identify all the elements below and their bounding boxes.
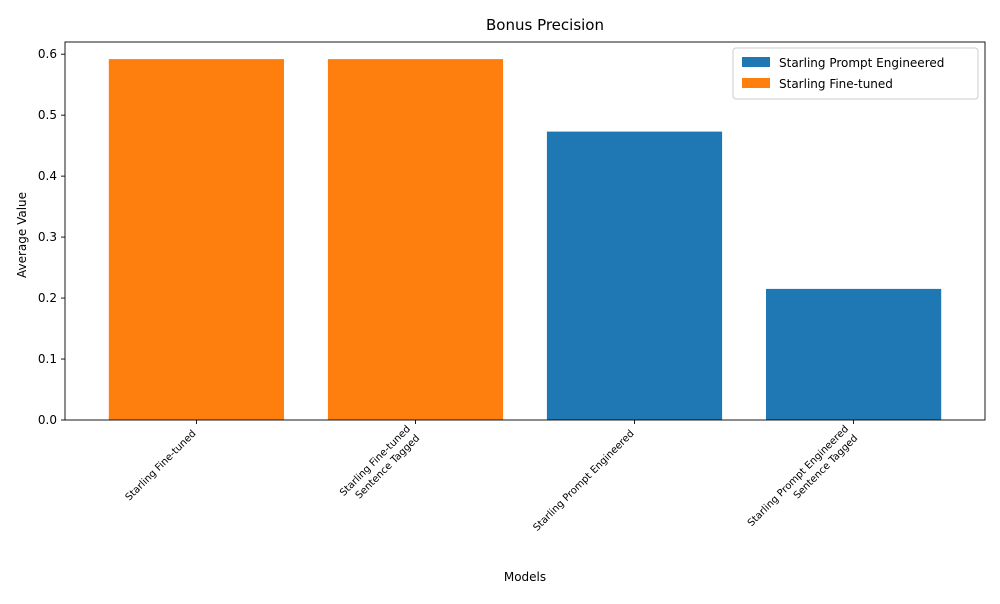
bars-layer: [108, 59, 942, 420]
x-tick-label-line: Starling Fine-tuned: [338, 424, 413, 499]
chart-title: Bonus Precision: [486, 16, 604, 34]
x-tick-label: Starling Prompt EngineeredSentence Tagge…: [746, 424, 860, 538]
legend-box: [732, 47, 979, 100]
x-ticks: Starling Fine-tuned Starling Fine-tunedSe…: [124, 420, 860, 538]
y-ticks: 0.0 0.1 0.2 0.3 0.4 0.5 0.6: [38, 47, 65, 427]
bar: [108, 59, 284, 420]
x-tick-label-line: Starling Prompt Engineered: [531, 428, 636, 533]
x-tick-label-line: Starling Prompt Engineered: [746, 424, 851, 529]
x-axis-label: Models: [504, 570, 546, 584]
bar: [766, 288, 942, 420]
legend-label: Starling Prompt Engineered: [779, 56, 944, 70]
legend-swatch: [742, 57, 770, 67]
y-tick-label: 0.3: [38, 230, 57, 244]
y-tick-label: 0.2: [38, 291, 57, 305]
axes-layer: [64, 41, 986, 421]
y-tick-label: 0.0: [38, 413, 57, 427]
y-axis-label: Average Value: [15, 192, 29, 278]
plot-frame: [64, 41, 986, 421]
x-tick-label-line: Starling Fine-tuned: [124, 428, 199, 503]
legend: Starling Prompt Engineered Starling Fine-…: [732, 47, 979, 100]
bar: [327, 59, 504, 420]
y-tick-label: 0.6: [38, 47, 57, 61]
x-tick-label: Starling Fine-tuned: [124, 428, 199, 503]
legend-label: Starling Fine-tuned: [779, 77, 893, 91]
y-tick-label: 0.4: [38, 169, 57, 183]
legend-swatch: [742, 78, 770, 88]
y-tick-label: 0.1: [38, 352, 57, 366]
y-tick-label: 0.5: [38, 108, 57, 122]
x-tick-label: Starling Prompt Engineered: [531, 428, 636, 533]
bar: [546, 131, 723, 420]
x-tick-label: Starling Fine-tunedSentence Tagged: [338, 424, 422, 508]
